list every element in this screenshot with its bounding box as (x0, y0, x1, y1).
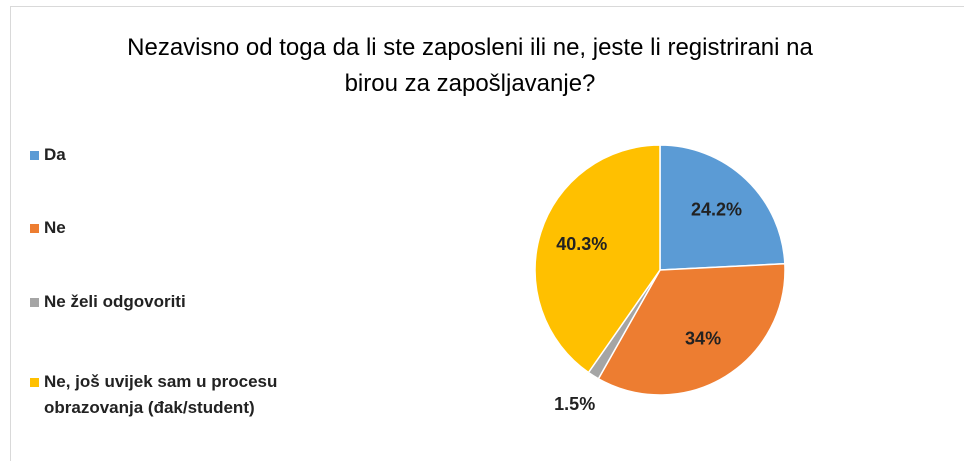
data-label: 40.3% (556, 234, 607, 254)
pie-slice (534, 144, 661, 374)
legend-swatch (30, 298, 39, 307)
legend-item: Ne (30, 215, 374, 241)
legend-label: Ne želi odgovoriti (44, 292, 186, 311)
legend-label: Da (44, 145, 66, 164)
chart-frame (10, 6, 964, 461)
chart-title: Nezavisno od toga da li ste zaposleni il… (127, 34, 813, 97)
legend-label: Ne, još uvijek sam u procesu obrazovanja… (44, 372, 278, 417)
data-label: 34% (685, 329, 721, 349)
data-label: 24.2% (691, 199, 742, 219)
legend-label: Ne (44, 218, 66, 237)
legend-item: Ne, još uvijek sam u procesu obrazovanja… (30, 369, 374, 421)
legend-item: Da (30, 142, 374, 168)
legend-swatch (30, 151, 39, 160)
legend-swatch (30, 378, 39, 387)
pie-slice (659, 144, 786, 271)
data-label: 1.5% (554, 394, 595, 414)
legend-swatch (30, 224, 39, 233)
legend-item: Ne želi odgovoriti (30, 289, 374, 315)
